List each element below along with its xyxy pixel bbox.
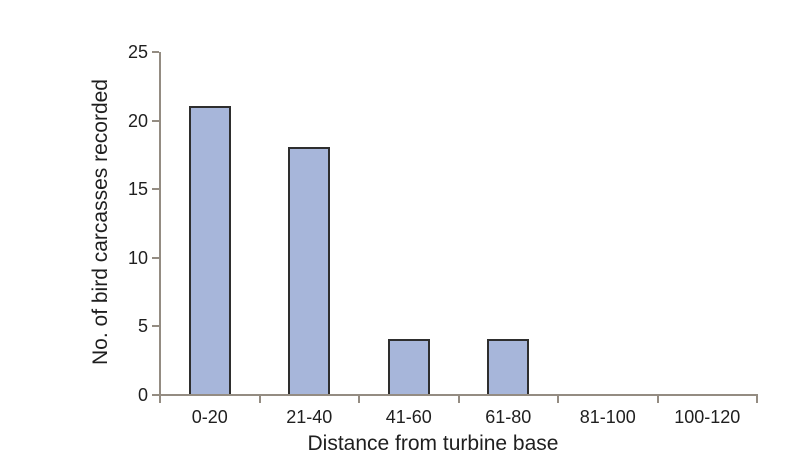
x-tick-mark — [656, 396, 659, 403]
y-tick-mark — [152, 394, 159, 396]
y-tick-mark — [152, 256, 159, 259]
x-axis-title: Distance from turbine base — [307, 432, 559, 455]
y-tick-mark — [152, 325, 159, 328]
x-tick-mark — [557, 396, 559, 403]
y-tick-label: 15 — [127, 179, 148, 200]
bar-61-80 — [487, 339, 529, 394]
bar-0-20 — [189, 105, 231, 394]
y-axis-line — [159, 52, 161, 396]
x-tick-label: 61-80 — [485, 407, 532, 427]
x-tick-mark — [756, 396, 758, 403]
bar-41-60 — [388, 339, 430, 394]
x-tick-label: 100-120 — [674, 407, 741, 427]
bar-21-40 — [288, 147, 330, 394]
y-tick-mark — [152, 188, 159, 191]
y-tick-label: 20 — [127, 110, 148, 131]
x-axis-line — [158, 394, 758, 396]
y-tick-label: 5 — [137, 316, 148, 337]
y-tick-mark — [152, 51, 159, 53]
y-tick-mark — [152, 119, 159, 122]
x-tick-label: 21-40 — [286, 407, 333, 427]
x-tick-label: 81-100 — [579, 407, 636, 427]
x-tick-mark — [457, 396, 460, 403]
y-tick-label: 0 — [137, 385, 148, 405]
x-tick-label: 41-60 — [385, 407, 432, 427]
y-tick-label: 10 — [127, 247, 148, 268]
x-tick-mark — [258, 396, 261, 403]
x-tick-mark — [358, 396, 360, 403]
x-tick-label: 0-20 — [191, 407, 228, 427]
x-tick-mark — [159, 396, 161, 403]
y-tick-label: 25 — [127, 42, 148, 62]
